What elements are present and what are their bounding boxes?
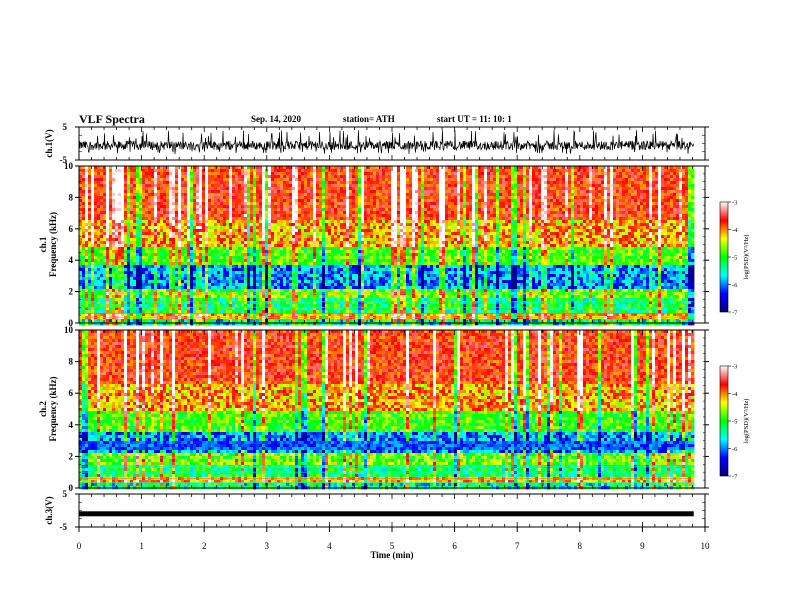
x-axis-label: Time (min) xyxy=(370,550,413,560)
colorbar xyxy=(720,202,728,312)
y-tick-label: 6 xyxy=(69,224,74,234)
colorbar-tick-label: -6 xyxy=(732,446,738,453)
waveform-trace xyxy=(79,130,694,154)
y-tick-label: 8 xyxy=(69,357,74,367)
x-tick-label: 2 xyxy=(202,541,207,551)
y-tick-label: 8 xyxy=(69,192,74,202)
y-axis-label-channel: ch.2 xyxy=(38,401,48,417)
spectrogram-ch2-spectrogram xyxy=(79,330,694,489)
x-tick-label: 1 xyxy=(139,541,144,551)
x-tick-label: 8 xyxy=(578,541,583,551)
x-tick-label: 6 xyxy=(452,541,457,551)
y-tick-label: 10 xyxy=(64,161,74,171)
y-tick-label: 4 xyxy=(69,255,74,265)
y-axis-label-channel: ch.1 xyxy=(38,236,48,252)
y-tick-label: 5 xyxy=(63,122,68,132)
colorbar-tick-label: -4 xyxy=(732,227,738,234)
vlf-spectra-figure: 5-5ch.1(V)0246810ch.1 Frequency (kHz)-3-4… xyxy=(0,0,792,612)
y-tick-label: -5 xyxy=(60,522,68,532)
y-tick-label: 0 xyxy=(69,483,74,493)
y-axis-label: ch.3(V) xyxy=(44,496,54,524)
colorbar-tick-label: -4 xyxy=(732,391,738,398)
y-axis-label-frequency: Frequency (kHz) xyxy=(48,376,58,441)
colorbar-tick-label: -7 xyxy=(732,474,738,481)
y-tick-label: 6 xyxy=(69,388,74,398)
colorbar-tick-label: -5 xyxy=(732,255,737,262)
y-tick-label: 2 xyxy=(69,451,74,461)
x-tick-label: 9 xyxy=(640,541,645,551)
y-tick-label: 10 xyxy=(64,325,74,335)
colorbar-tick-label: -3 xyxy=(732,200,737,207)
y-tick-label: 5 xyxy=(63,489,68,499)
waveform-trace xyxy=(79,511,694,516)
y-tick-label: 2 xyxy=(69,287,74,297)
colorbar-label: log(PSD)(V²/Hz) xyxy=(743,399,750,444)
x-tick-label: 0 xyxy=(77,541,82,551)
x-tick-label: 3 xyxy=(265,541,270,551)
colorbar-tick-label: -6 xyxy=(732,282,738,289)
x-tick-label: 7 xyxy=(515,541,520,551)
y-axis-label: ch.1(V) xyxy=(44,129,54,157)
colorbar-tick-label: -3 xyxy=(732,364,737,371)
y-tick-label: 4 xyxy=(69,420,74,430)
x-tick-label: 10 xyxy=(701,541,711,551)
colorbar-tick-label: -7 xyxy=(732,310,738,317)
colorbar xyxy=(720,366,728,476)
colorbar-label: log(PSD)(V²/Hz) xyxy=(743,235,750,280)
spectrogram-ch1-spectrogram xyxy=(79,166,694,325)
y-axis-label-frequency: Frequency (kHz) xyxy=(48,212,58,277)
colorbar-tick-label: -5 xyxy=(732,419,737,426)
x-tick-label: 4 xyxy=(327,541,332,551)
